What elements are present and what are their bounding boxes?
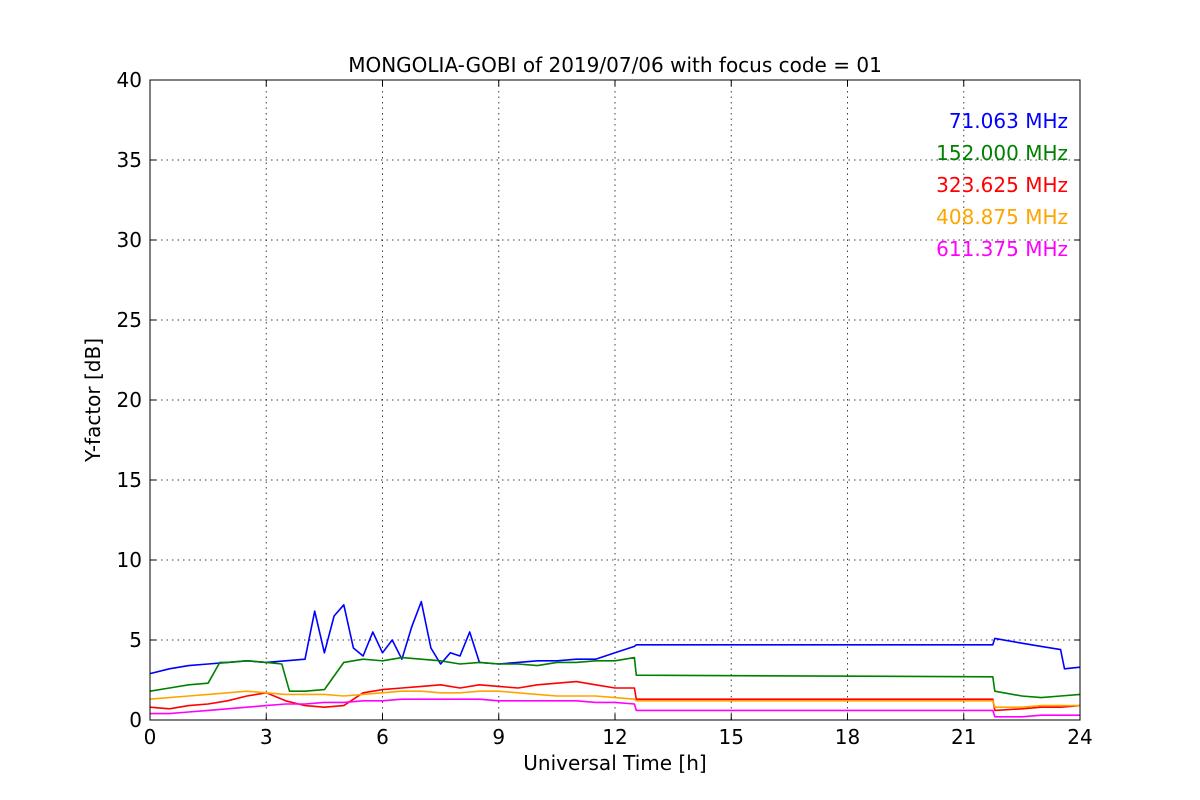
y-tick-label: 15 — [117, 468, 142, 492]
y-tick-label: 25 — [117, 308, 142, 332]
series-line — [149, 600, 1081, 675]
x-tick-label: 12 — [602, 725, 627, 749]
series-line — [150, 698, 1080, 718]
x-tick-label: 6 — [376, 725, 389, 749]
series-layer — [149, 600, 1081, 718]
x-tick-label: 3 — [260, 725, 273, 749]
y-tick-label: 5 — [129, 628, 142, 652]
x-tick-label: 18 — [835, 725, 860, 749]
y-tick-label: 20 — [117, 388, 142, 412]
legend-entry: 408.875 MHz — [936, 205, 1068, 229]
y-tick-label: 30 — [117, 228, 142, 252]
chart-title: MONGOLIA-GOBI of 2019/07/06 with focus c… — [348, 53, 882, 77]
series-line — [149, 690, 1080, 709]
series-line — [149, 656, 1081, 699]
y-tick-label: 0 — [129, 708, 142, 732]
x-tick-label: 15 — [719, 725, 744, 749]
legend-entry: 323.625 MHz — [936, 173, 1068, 197]
y-tick-label: 10 — [117, 548, 142, 572]
y-tick-label: 35 — [117, 148, 142, 172]
x-tick-label: 9 — [492, 725, 505, 749]
legend-entry: 611.375 MHz — [936, 237, 1068, 261]
ticks: 0 3 6 9 12 15 18 21 24 0 5 10 15 20 25 30 35 40 — [117, 68, 1093, 749]
x-tick-label: 0 — [144, 725, 157, 749]
legend-entry: 71.063 MHz — [949, 109, 1068, 133]
x-tick-label: 24 — [1067, 725, 1092, 749]
y-axis-title: Y-factor [dB] — [81, 338, 105, 463]
series-line — [149, 680, 1081, 712]
legend-entry: 152.000 MHz — [936, 141, 1068, 165]
x-axis-title: Universal Time [h] — [523, 751, 706, 775]
y-tick-label: 40 — [117, 68, 142, 92]
x-tick-label: 21 — [951, 725, 976, 749]
legend: 71.063 MHz 152.000 MHz 323.625 MHz 408.875 … — [936, 109, 1068, 261]
